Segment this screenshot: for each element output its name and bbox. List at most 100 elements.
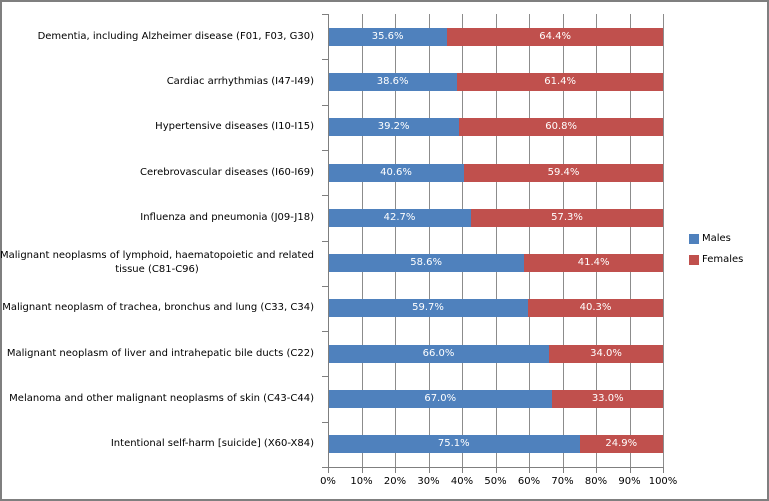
bar-segment-males: 75.1%	[328, 435, 580, 454]
bar-row: 42.7% 57.3%	[328, 208, 663, 227]
bar-segment-females: 41.4%	[524, 254, 663, 273]
category-label: Melanoma and other malignant neoplasms o…	[9, 393, 314, 405]
bar-segment-females: 60.8%	[459, 118, 663, 137]
category-axis-tick	[322, 331, 328, 333]
bar-row: 59.7% 40.3%	[328, 299, 663, 318]
legend-item-females: Females	[689, 254, 743, 265]
category-label-row: Influenza and pneumonia (J09-J18)	[0, 195, 314, 240]
bar-value-label: 59.7%	[412, 302, 444, 314]
value-axis-tick	[529, 467, 530, 473]
bar-row: 39.2% 60.8%	[328, 118, 663, 137]
value-axis-tick	[495, 467, 497, 473]
category-label: Cardiac arrhythmias (I47-I49)	[166, 75, 314, 87]
value-axis-tick-label: 40%	[450, 476, 474, 487]
value-axis-tick-label: 90%	[618, 476, 641, 487]
category-label: Malignant neoplasms of lymphoid, haemato…	[0, 250, 314, 276]
category-label: Influenza and pneumonia (J09-J18)	[140, 211, 314, 223]
gridline	[596, 14, 597, 467]
gridline	[529, 14, 530, 467]
bar-segment-females: 40.3%	[527, 299, 663, 318]
bar-segment-females: 64.4%	[447, 27, 663, 46]
category-label: Malignant neoplasm of trachea, bronchus …	[2, 302, 314, 314]
category-axis-labels: Dementia, including Alzheimer disease (F…	[0, 14, 314, 467]
value-axis-tick-label: 30%	[417, 476, 440, 487]
category-axis-tick	[322, 376, 328, 378]
value-axis-tick-label: 100%	[648, 476, 678, 487]
value-axis-tick	[395, 467, 396, 473]
category-axis-tick	[322, 59, 328, 61]
value-axis-tick-label: 70%	[551, 476, 574, 487]
bar-value-label: 59.4%	[547, 166, 580, 178]
bar-segment-males: 67.0%	[328, 390, 553, 409]
bar-segment-females: 59.4%	[464, 163, 663, 182]
bar-row: 66.0% 34.0%	[328, 344, 663, 363]
value-axis-tick-label: 20%	[383, 476, 407, 487]
bar-row: 38.6% 61.4%	[328, 72, 663, 91]
plot-area: 35.6% 64.4% 38.6% 61.4% 39.2% 60.8% 40.6% 59.4%…	[328, 14, 664, 467]
bar-row: 35.6% 64.4%	[328, 27, 663, 46]
bar-value-label: 40.6%	[380, 166, 412, 178]
category-label: Malignant neoplasm of liver and intrahep…	[6, 347, 314, 359]
category-axis-tick	[322, 240, 328, 242]
legend-item-males: Males	[689, 233, 743, 244]
bar-value-label: 42.7%	[383, 211, 416, 223]
category-label: Hypertensive diseases (I10-I15)	[155, 121, 314, 133]
bar-row: 58.6% 41.4%	[328, 254, 663, 273]
value-axis-tick-label: 60%	[517, 476, 541, 487]
category-axis-tick	[322, 195, 328, 197]
bar-segment-males: 58.6%	[328, 254, 525, 273]
gridline	[428, 14, 430, 467]
value-axis-tick	[562, 467, 564, 473]
category-label-row: Cerebrovascular diseases (I60-I69)	[0, 150, 314, 195]
bar-segment-males: 66.0%	[328, 344, 550, 363]
category-axis-line	[328, 14, 329, 467]
bar-segment-females: 34.0%	[549, 344, 663, 363]
value-axis-tick	[328, 467, 329, 473]
males-swatch-icon	[689, 233, 699, 244]
bar-value-label: 75.1%	[437, 438, 470, 450]
value-axis-tick-label: 50%	[484, 476, 507, 487]
value-axis-tick	[428, 467, 430, 473]
gridline	[495, 14, 497, 467]
category-label-row: Hypertensive diseases (I10-I15)	[0, 105, 314, 150]
category-label: Intentional self-harm [suicide] (X60-X84…	[110, 438, 314, 450]
category-axis-tick	[322, 14, 328, 15]
value-axis-tick	[663, 467, 664, 473]
bar-value-label: 41.4%	[577, 257, 610, 269]
category-label: Dementia, including Alzheimer disease (F…	[37, 30, 314, 42]
category-label-row: Melanoma and other malignant neoplasms o…	[0, 376, 314, 421]
legend-label-males: Males	[702, 233, 731, 244]
bar-segment-males: 59.7%	[328, 299, 528, 318]
bar-value-label: 33.0%	[591, 393, 624, 405]
gridline	[361, 14, 363, 467]
gridline	[562, 14, 564, 467]
category-label-row: Cardiac arrhythmias (I47-I49)	[0, 59, 314, 104]
bar-segment-females: 61.4%	[457, 72, 663, 91]
value-axis-tick	[596, 467, 597, 473]
legend: Males Females	[689, 233, 743, 275]
bar-value-label: 40.3%	[579, 302, 612, 314]
category-label-row: Malignant neoplasm of trachea, bronchus …	[0, 286, 314, 331]
value-axis-tick-label: 0%	[320, 476, 336, 487]
category-axis-tick	[322, 421, 328, 423]
value-axis-tick	[462, 467, 463, 473]
bar-value-label: 38.6%	[376, 75, 409, 87]
bar-segment-females: 33.0%	[552, 390, 663, 409]
bar-segment-males: 42.7%	[328, 208, 472, 227]
bar-value-label: 34.0%	[590, 347, 622, 359]
bar-value-label: 24.9%	[605, 438, 638, 450]
gridline	[462, 14, 463, 467]
bar-row: 67.0% 33.0%	[328, 390, 663, 409]
category-label-row: Intentional self-harm [suicide] (X60-X84…	[0, 422, 314, 467]
bar-segment-males: 40.6%	[328, 163, 464, 182]
bar-value-label: 58.6%	[410, 257, 443, 269]
bar-segment-females: 24.9%	[579, 435, 663, 454]
bar-value-label: 60.8%	[545, 121, 578, 133]
bar-value-label: 67.0%	[424, 393, 457, 405]
gridline	[663, 14, 664, 467]
bar-segment-males: 39.2%	[328, 118, 460, 137]
bar-row: 75.1% 24.9%	[328, 435, 663, 454]
category-axis-tick	[322, 104, 328, 106]
bar-segment-females: 57.3%	[471, 208, 663, 227]
